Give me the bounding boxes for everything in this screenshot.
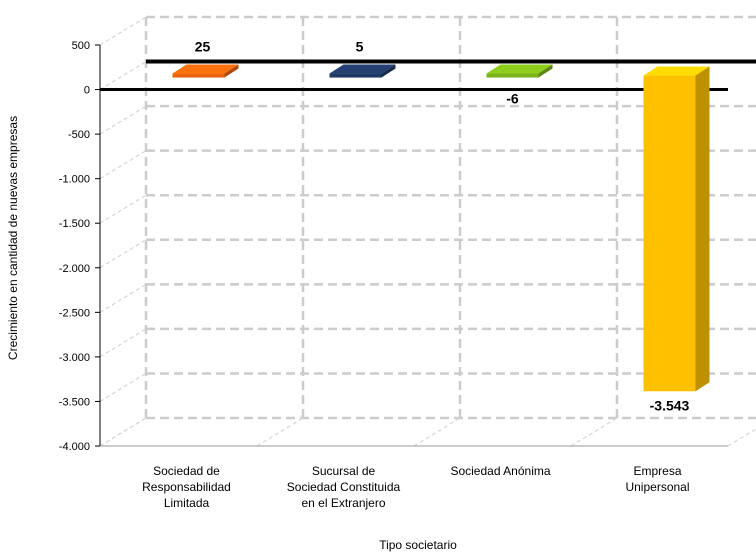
bar-top <box>329 64 396 74</box>
y-tick-label: 500 <box>72 40 90 52</box>
grid-line-diagonal <box>99 150 147 180</box>
grid-line-floor <box>727 428 756 447</box>
y-axis-title: Crecimiento en cantidad de nuevas empres… <box>6 116 20 360</box>
y-tick-label: -3.000 <box>59 352 90 364</box>
y-tick-label: -1.500 <box>59 218 90 230</box>
bar-group <box>172 64 239 78</box>
y-tick-label: -3.500 <box>59 396 90 408</box>
y-tick-label: 0 <box>84 85 90 97</box>
y-tick-label: -2.500 <box>59 307 90 319</box>
grid-line-diagonal <box>99 372 147 402</box>
bar-group <box>486 64 553 78</box>
bar-top <box>643 66 710 76</box>
bar-side <box>381 64 396 78</box>
bar-group <box>643 66 710 392</box>
axes <box>95 44 756 447</box>
bar-top <box>172 64 239 74</box>
x-category-label: Sociedad de <box>153 464 220 478</box>
bar-side <box>695 66 710 392</box>
bars <box>172 64 710 392</box>
y-tick-label: -4.000 <box>59 441 90 453</box>
grid-line-diagonal <box>99 105 147 135</box>
data-labels: 25 5 -6 -3.543 <box>195 39 690 414</box>
data-label: -6 <box>506 91 519 107</box>
x-category-label: Sociedad Constituida <box>287 480 401 494</box>
x-category-label: Sucursal de <box>312 464 376 478</box>
grid-line-floor <box>99 417 147 447</box>
bar-side <box>538 64 553 78</box>
bar-group <box>329 64 396 78</box>
grid-line-floor <box>570 417 618 447</box>
bar-front <box>329 73 382 78</box>
data-label: 25 <box>195 39 211 55</box>
grid-line-diagonal <box>99 194 147 224</box>
grid-line-diagonal <box>99 283 147 313</box>
bar-front <box>486 73 539 78</box>
y-tick-label: -2.000 <box>59 263 90 275</box>
data-label: 5 <box>356 39 364 55</box>
x-category-label: Responsabilidad <box>142 480 231 494</box>
y-tick-label: -1.000 <box>59 174 90 186</box>
x-category-labels: Sociedad de Responsabilidad Limitada Sucurs… <box>142 464 689 510</box>
grid-line-floor <box>413 417 461 447</box>
x-axis-title: Tipo societario <box>379 538 457 552</box>
x-category-label: en el Extranjero <box>301 496 385 510</box>
x-category-label: Limitada <box>164 496 210 510</box>
grid-line-diagonal <box>99 16 147 46</box>
bar-front <box>643 75 696 392</box>
x-category-label: Empresa <box>633 464 681 478</box>
y-tick-label: -500 <box>68 129 90 141</box>
y-tick-labels: 500 0 -500 -1.000 -1.500 -2.000 -2.500 -3.000 -3… <box>59 40 90 453</box>
x-category-label: Sociedad Anónima <box>450 464 550 478</box>
grid-line-diagonal <box>99 239 147 269</box>
x-category-label: Unipersonal <box>625 480 689 494</box>
data-label: -3.543 <box>650 397 690 413</box>
bar-top <box>486 64 553 74</box>
grid-line-diagonal <box>99 328 147 358</box>
grid-line-floor <box>256 417 304 447</box>
bar-front <box>172 73 225 78</box>
bar-side <box>224 64 239 78</box>
grid-line-diagonal <box>99 61 147 91</box>
